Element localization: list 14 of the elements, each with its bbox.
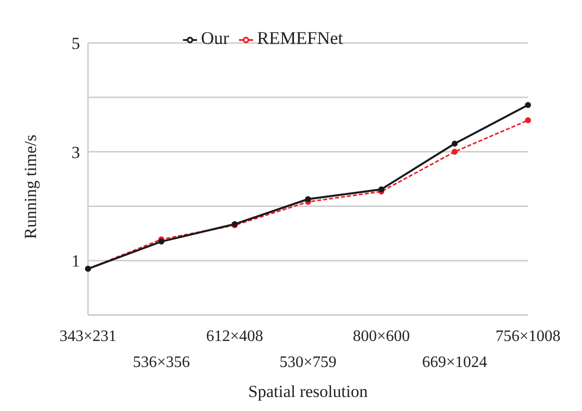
y-axis-title: Running time/s: [21, 134, 40, 239]
x-tick-label: 800×600: [352, 328, 410, 345]
x-tick-label: 530×759: [279, 354, 337, 371]
x-axis-title: Spatial resolution: [248, 382, 368, 401]
x-tick-label: 536×356: [132, 354, 190, 371]
x-tick-label: 669×1024: [422, 354, 488, 371]
x-tick-label: 343×231: [59, 328, 117, 345]
legend-label: Our: [200, 28, 229, 48]
legend-label: REMEFNet: [256, 28, 343, 48]
x-tick-label: 612×408: [206, 328, 264, 345]
y-tick-label: 1: [72, 252, 80, 271]
y-tick-label: 3: [72, 142, 80, 162]
x-tick-label: 756×1008: [495, 328, 561, 345]
y-tick-label: 5: [72, 34, 80, 54]
